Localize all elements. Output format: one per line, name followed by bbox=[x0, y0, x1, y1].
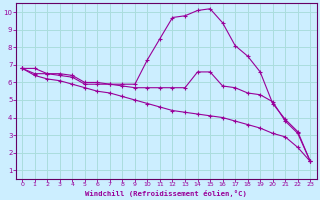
X-axis label: Windchill (Refroidissement éolien,°C): Windchill (Refroidissement éolien,°C) bbox=[85, 190, 247, 197]
